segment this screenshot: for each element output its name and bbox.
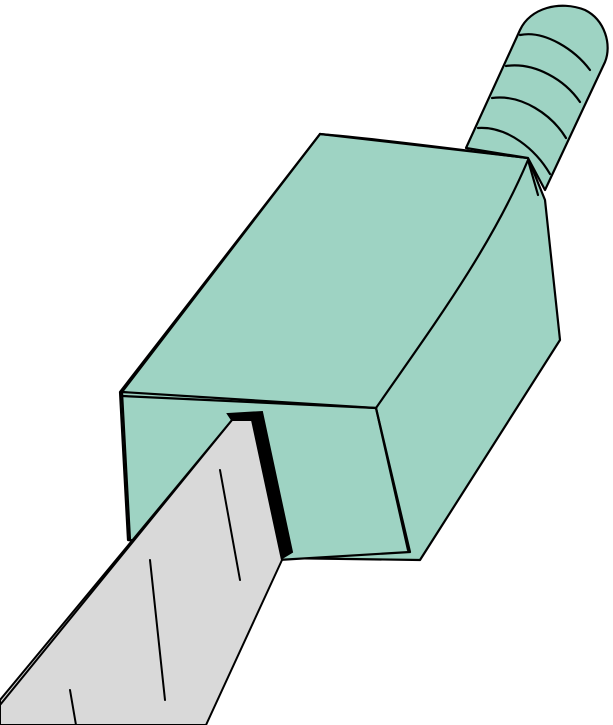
handle-right-face-edge — [526, 158, 540, 197]
blade-score-line-2 — [149, 559, 166, 701]
blade-inner-edge — [0, 419, 233, 706]
handle-top-right-edge — [374, 158, 530, 410]
grip-rib-3 — [490, 96, 568, 140]
blade-score-line-1 — [219, 469, 241, 581]
handle-top-edge — [120, 132, 322, 394]
grip-rib-4 — [476, 126, 552, 176]
knife-grip — [464, 4, 609, 192]
blade-score-line-3 — [69, 689, 77, 725]
handle-vertical-edge — [374, 406, 410, 552]
grip-rib-2 — [504, 64, 582, 104]
handle-top-front-edge — [120, 394, 378, 410]
blade-body — [0, 419, 283, 725]
grip-rib-1 — [518, 33, 592, 72]
knife-blade — [0, 419, 283, 725]
